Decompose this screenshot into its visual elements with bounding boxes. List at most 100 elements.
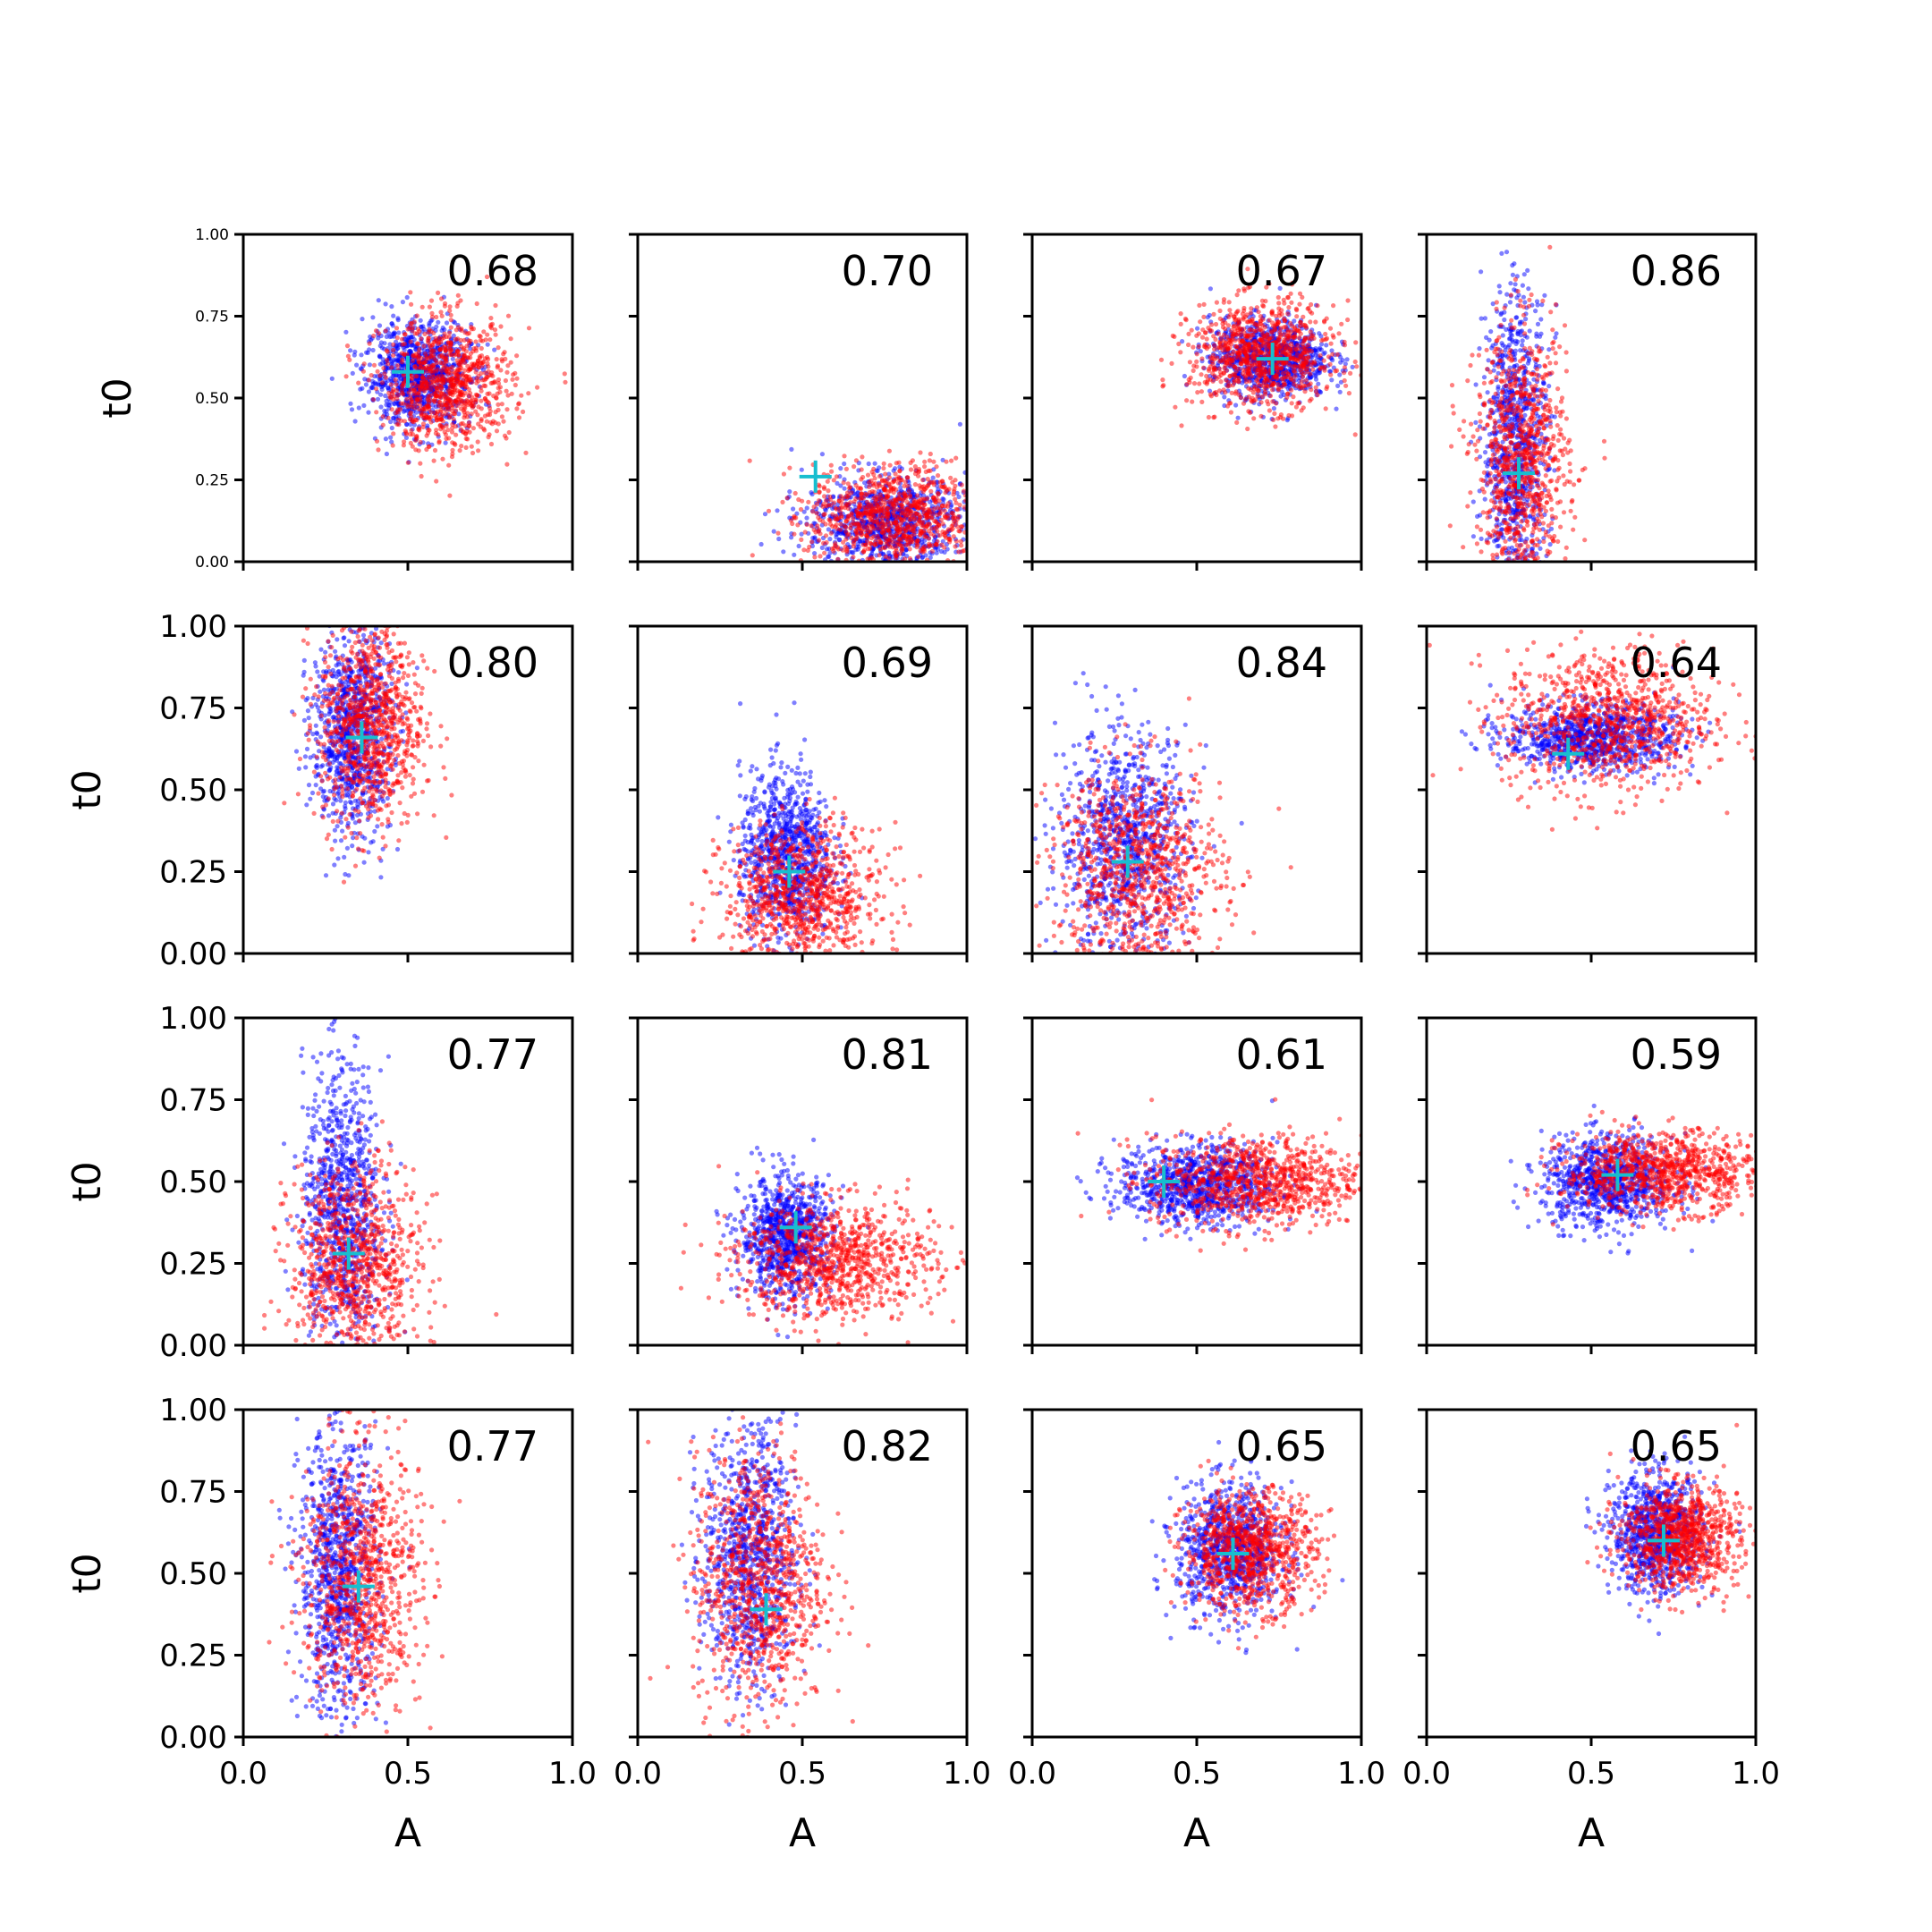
scatter-point [526, 326, 532, 331]
scatter-point [938, 517, 944, 523]
scatter-point [458, 427, 464, 432]
scatter-point [356, 405, 361, 411]
scatter-point [395, 392, 401, 397]
scatter-point [842, 461, 847, 467]
scatter-point [485, 391, 490, 396]
scatter-point [937, 511, 943, 516]
scatter-point [466, 368, 471, 374]
scatter-point [475, 439, 480, 445]
scatter-point [1294, 352, 1300, 357]
scatter-point [937, 533, 943, 538]
scatter-point [1208, 327, 1213, 333]
scatter-point [392, 330, 397, 335]
scatter-point [1246, 394, 1251, 400]
scatter-point [877, 513, 883, 519]
scatter-point [894, 565, 899, 570]
scatter-point [384, 348, 389, 353]
scatter-point [839, 504, 844, 510]
scatter-point [781, 549, 786, 555]
scatter-point [918, 450, 923, 455]
scatter-point [939, 484, 945, 489]
scatter-point [383, 301, 388, 307]
scatter-point [343, 329, 349, 335]
scatter-point [931, 506, 936, 512]
scatter-point [361, 361, 367, 367]
scatter-point [371, 333, 377, 339]
scatter-point [466, 330, 472, 336]
scatter-point [1336, 331, 1342, 336]
scatter-point [775, 508, 780, 513]
scatter-point [427, 304, 432, 309]
scatter-point [1290, 364, 1295, 369]
scatter-point [789, 446, 794, 452]
scatter-point [1291, 394, 1296, 400]
scatter-point [1199, 356, 1205, 361]
scatter-point [922, 459, 928, 464]
scatter-point [1201, 314, 1207, 319]
scatter-point [844, 501, 850, 507]
scatter-point [1202, 379, 1208, 385]
scatter-point [1342, 377, 1347, 384]
scatter-point [447, 304, 453, 309]
scatter-point [1289, 387, 1294, 393]
scatter-point [429, 314, 436, 319]
scatter-point [428, 414, 434, 419]
scatter-point [352, 419, 358, 424]
scatter-point [1316, 370, 1321, 376]
scatter-point [397, 407, 403, 412]
scatter-point [891, 503, 896, 508]
scatter-point [1284, 394, 1290, 401]
scatter-point [859, 516, 864, 522]
scatter-point [834, 474, 840, 479]
scatter-point [869, 478, 874, 484]
scatter-point [819, 545, 825, 551]
scatter-point [442, 377, 447, 382]
scatter-point [434, 314, 439, 320]
scatter-point [956, 529, 962, 534]
scatter-point [394, 335, 400, 341]
scatter-point [1276, 313, 1282, 318]
scatter-point [405, 460, 411, 465]
scatter-point [349, 407, 355, 412]
scatter-point [1240, 311, 1245, 317]
scatter-point [1251, 345, 1257, 351]
scatter-point [883, 500, 888, 505]
scatter-point [953, 483, 958, 488]
y-axis-label: t0 [95, 377, 140, 418]
scatter-point [1210, 378, 1216, 384]
scatter-point [408, 290, 413, 295]
scatter-point [821, 502, 826, 507]
scatter-point [897, 464, 902, 470]
scatter-point [898, 538, 904, 543]
scatter-point [422, 331, 428, 336]
scatter-point [919, 523, 925, 529]
scatter-point [956, 549, 962, 555]
scatter-point [914, 545, 919, 550]
scatter-point [1211, 415, 1216, 420]
scatter-point [389, 365, 394, 370]
y-tick-label: 0.25 [195, 472, 229, 490]
scatter-point [869, 502, 874, 507]
scatter-point [815, 523, 820, 529]
scatter-point [1313, 385, 1318, 390]
scatter-point [855, 513, 860, 519]
scatter-point [386, 361, 391, 367]
scatter-point [970, 535, 974, 539]
scatter-point [922, 464, 928, 470]
scatter-point [514, 376, 520, 381]
scatter-point [479, 388, 484, 394]
scatter-point [431, 364, 436, 369]
scatter-point [826, 527, 832, 532]
scatter-point [1328, 369, 1334, 374]
scatter-point [395, 363, 401, 369]
scatter-point [834, 522, 839, 528]
scatter-point [482, 413, 488, 419]
scatter-point [428, 353, 434, 359]
scatter-point [514, 406, 520, 411]
scatter-point [1313, 374, 1318, 379]
scatter-point [1288, 291, 1293, 296]
scatter-point [791, 506, 796, 512]
scatter-point [871, 466, 877, 472]
scatter-point [941, 564, 945, 568]
scatter-point [848, 564, 852, 568]
